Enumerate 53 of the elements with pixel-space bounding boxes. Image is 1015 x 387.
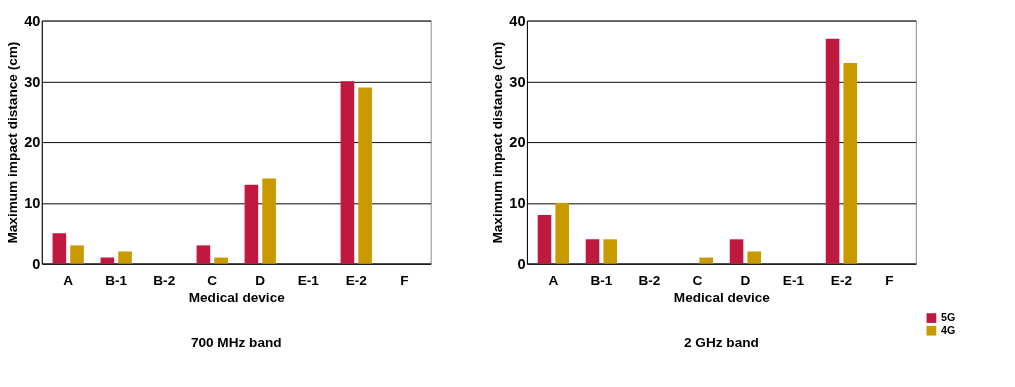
bar: [118, 251, 132, 264]
bar: [244, 184, 259, 264]
x-tick-label: E-1: [297, 272, 320, 288]
y-tick-label: 10: [24, 195, 41, 212]
bar: [585, 239, 600, 264]
x-tick-label: B-1: [105, 272, 128, 288]
x-tick-label: E-1: [782, 272, 805, 288]
legend-label: 4G: [941, 323, 956, 336]
bar: [729, 239, 744, 264]
bar: [70, 245, 84, 264]
bar: [52, 233, 67, 264]
bar: [340, 81, 355, 264]
y-tick-label: 40: [24, 12, 41, 29]
bar: [825, 38, 840, 264]
y-tick-label: 20: [24, 134, 41, 151]
bar: [358, 87, 372, 264]
bar: [603, 239, 618, 264]
x-tick-label: C: [692, 272, 703, 288]
bar: [747, 251, 762, 264]
bar: [699, 257, 714, 264]
text: 700 MHz band: [190, 335, 282, 351]
x-tick-label: B-2: [638, 272, 661, 288]
y-tick-label: 40: [509, 12, 526, 29]
bar: [555, 202, 569, 264]
x-tick-label: E-2: [345, 272, 368, 288]
bar: [262, 178, 276, 264]
x-tick-label: D: [740, 272, 751, 288]
y-tick-label: 0: [32, 255, 41, 272]
x-axis-title: Medical device: [188, 290, 286, 306]
text: 2 GHz band: [683, 335, 759, 351]
x-tick-label: E-2: [830, 272, 853, 288]
x-tick-label: A: [548, 272, 559, 288]
bar: [537, 215, 552, 264]
bar: [214, 257, 228, 264]
x-tick-label: F: [885, 272, 894, 288]
legend-label: 5G: [941, 310, 956, 323]
y-tick-label: 20: [509, 134, 526, 151]
y-axis-title: Maximum impact distance (cm): [490, 41, 506, 244]
y-tick-label: 0: [517, 255, 526, 272]
y-tick-label: 30: [24, 73, 41, 90]
x-tick-label: D: [255, 272, 266, 288]
y-tick-label: 10: [509, 195, 526, 212]
x-tick-label: F: [400, 272, 409, 288]
y-tick-label: 30: [509, 73, 526, 90]
x-axis-title: Medical device: [673, 290, 771, 306]
bar: [100, 257, 115, 264]
x-tick-label: C: [207, 272, 218, 288]
x-tick-label: B-2: [153, 272, 176, 288]
x-tick-label: A: [63, 272, 74, 288]
bar: [196, 245, 211, 264]
x-tick-label: B-1: [590, 272, 613, 288]
y-axis-title: Maximum impact distance (cm): [5, 41, 21, 244]
bar: [843, 63, 858, 264]
